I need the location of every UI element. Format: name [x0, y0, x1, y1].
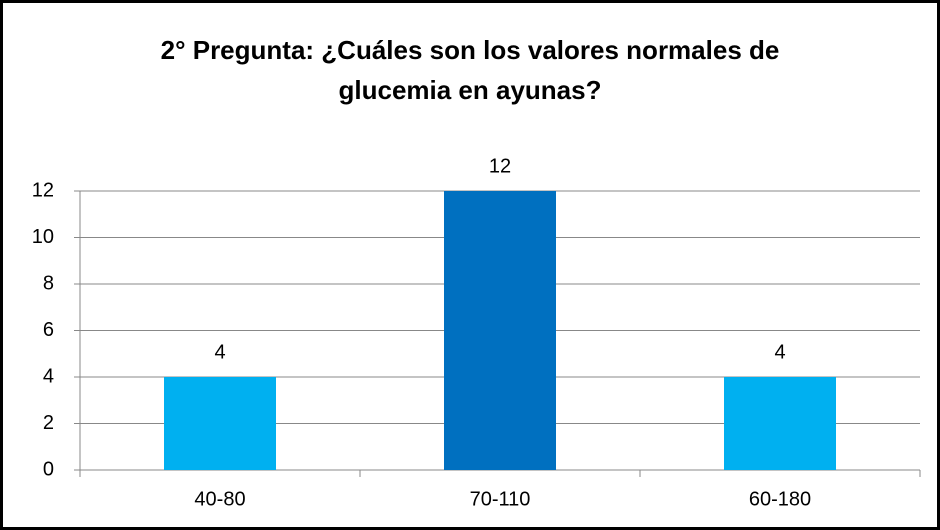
y-tick-label: 10 [32, 226, 54, 248]
y-tick-label: 6 [43, 319, 54, 341]
y-tick-label: 0 [43, 458, 54, 480]
y-tick-label: 2 [43, 412, 54, 434]
y-tick-label: 8 [43, 272, 54, 294]
data-label: 4 [214, 341, 225, 363]
chart-title: 2° Pregunta: ¿Cuáles son los valores nor… [160, 35, 780, 105]
data-label: 4 [774, 341, 785, 363]
x-tick-label: 40-80 [194, 488, 245, 510]
x-tick-label: 70-110 [470, 488, 531, 510]
y-tick-label: 4 [43, 365, 54, 387]
bar [164, 377, 276, 470]
data-label: 12 [489, 155, 511, 177]
x-tick-label: 60-180 [749, 488, 811, 510]
bar [444, 191, 556, 470]
bar [724, 377, 836, 470]
y-tick-label: 12 [32, 179, 54, 201]
